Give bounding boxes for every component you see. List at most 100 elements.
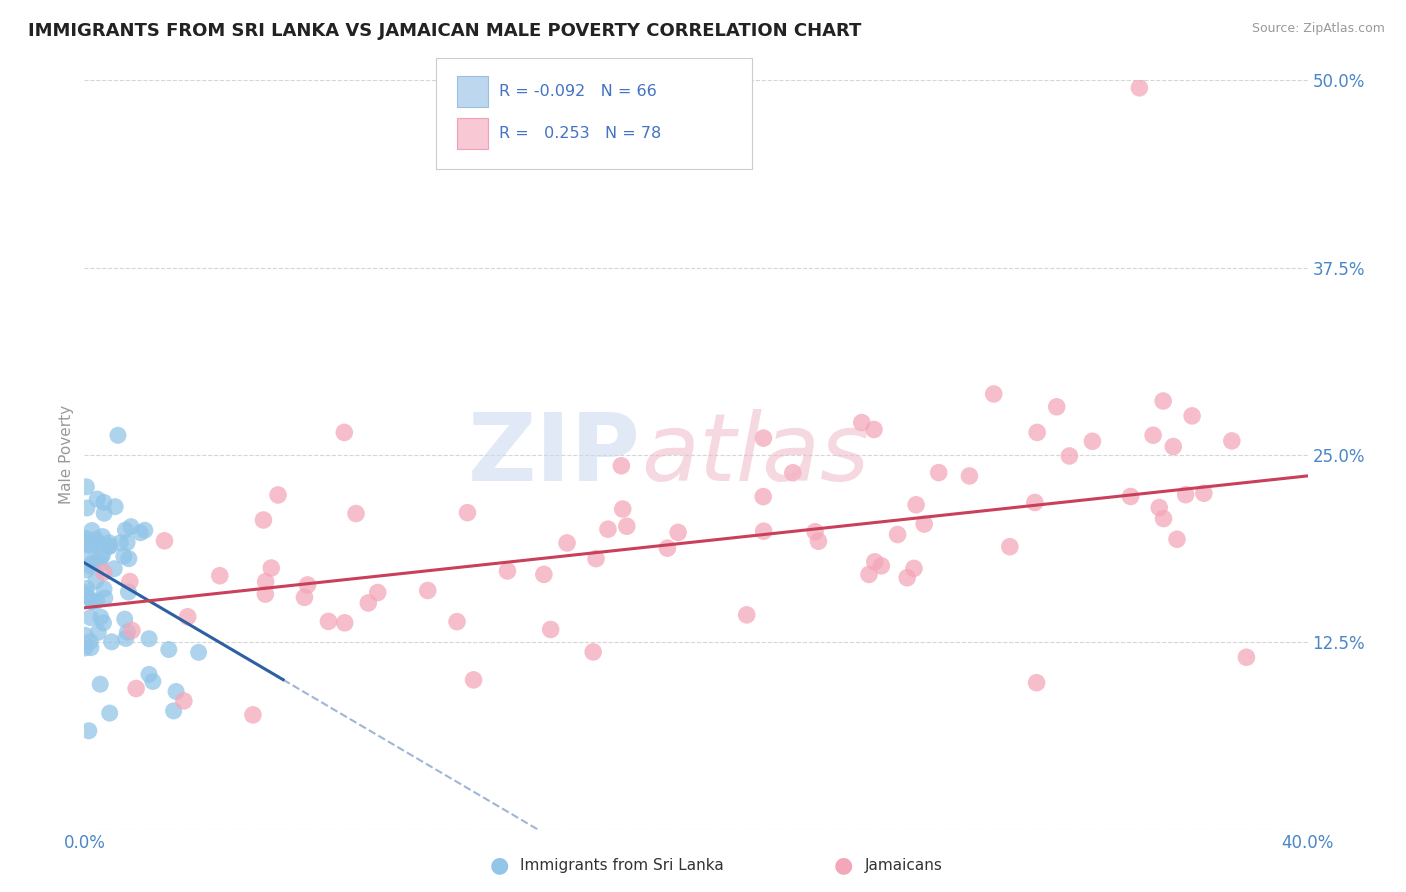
Point — [903, 561, 925, 575]
Point — [80, 524, 103, 538]
Point — [73, 640, 96, 655]
Point — [912, 517, 935, 532]
Point — [76, 500, 98, 515]
Point — [176, 609, 198, 624]
Point — [533, 567, 555, 582]
Point — [91, 530, 114, 544]
Point — [367, 585, 389, 599]
Point — [76, 582, 98, 596]
Point — [138, 667, 160, 681]
Point — [1059, 449, 1081, 463]
Point — [93, 615, 115, 630]
Point — [456, 506, 478, 520]
Point — [87, 625, 110, 640]
Point — [134, 523, 156, 537]
Point — [333, 615, 356, 630]
Point — [91, 548, 114, 562]
Point — [585, 551, 607, 566]
Point — [100, 635, 122, 649]
Y-axis label: Male Poverty: Male Poverty — [59, 405, 75, 505]
Point — [90, 610, 112, 624]
Point — [125, 681, 148, 696]
Point — [928, 466, 950, 480]
Point — [84, 533, 107, 547]
Point — [75, 480, 97, 494]
Text: Jamaicans: Jamaicans — [865, 858, 942, 872]
Point — [93, 582, 115, 596]
Point — [1119, 490, 1142, 504]
Text: ●: ● — [834, 855, 853, 875]
Point — [886, 527, 908, 541]
Point — [863, 422, 886, 436]
Point — [142, 674, 165, 689]
Point — [90, 550, 112, 565]
Point — [1152, 394, 1174, 409]
Point — [77, 534, 100, 549]
Point — [1161, 440, 1184, 454]
Point — [1147, 500, 1170, 515]
Point — [117, 625, 139, 640]
Point — [863, 555, 886, 569]
Point — [242, 707, 264, 722]
Point — [104, 500, 127, 514]
Point — [73, 589, 96, 603]
Point — [1166, 533, 1188, 547]
Point — [75, 531, 97, 545]
Point — [120, 519, 142, 533]
Point — [540, 623, 562, 637]
Point — [103, 562, 125, 576]
Point — [1026, 425, 1049, 440]
Point — [555, 536, 578, 550]
Text: R =   0.253   N = 78: R = 0.253 N = 78 — [499, 127, 661, 141]
Point — [735, 607, 758, 622]
Point — [98, 536, 121, 550]
Point — [110, 536, 132, 550]
Point — [75, 586, 97, 600]
Point — [208, 568, 231, 582]
Point — [173, 694, 195, 708]
Point — [162, 704, 184, 718]
Point — [114, 632, 136, 646]
Point — [187, 645, 209, 659]
Point — [94, 591, 117, 605]
Point — [84, 574, 107, 588]
Point — [76, 537, 98, 551]
Point — [1046, 400, 1069, 414]
Point — [77, 723, 100, 738]
Point — [165, 684, 187, 698]
Text: IMMIGRANTS FROM SRI LANKA VS JAMAICAN MALE POVERTY CORRELATION CHART: IMMIGRANTS FROM SRI LANKA VS JAMAICAN MA… — [28, 22, 862, 40]
Point — [1236, 650, 1258, 665]
Point — [98, 706, 121, 720]
Point — [129, 525, 152, 540]
Point — [858, 567, 880, 582]
Point — [905, 498, 928, 512]
Point — [112, 549, 135, 564]
Text: R = -0.092   N = 66: R = -0.092 N = 66 — [499, 85, 657, 99]
Point — [612, 502, 634, 516]
Point — [138, 632, 160, 646]
Point — [82, 556, 104, 570]
Point — [294, 591, 316, 605]
Point — [807, 534, 830, 549]
Point — [86, 492, 108, 507]
Point — [1081, 434, 1104, 449]
Point — [616, 519, 638, 533]
Point — [297, 578, 319, 592]
Point — [1024, 495, 1046, 509]
Point — [75, 563, 97, 577]
Point — [114, 612, 136, 626]
Text: ZIP: ZIP — [468, 409, 641, 501]
Point — [107, 428, 129, 442]
Point — [582, 645, 605, 659]
Point — [80, 593, 103, 607]
Point — [79, 610, 101, 624]
Point — [157, 642, 180, 657]
Point — [93, 566, 115, 580]
Point — [118, 574, 141, 589]
Point — [752, 524, 775, 539]
Point — [254, 574, 277, 589]
Point — [1220, 434, 1243, 448]
Point — [1174, 488, 1197, 502]
Point — [153, 533, 176, 548]
Point — [596, 522, 619, 536]
